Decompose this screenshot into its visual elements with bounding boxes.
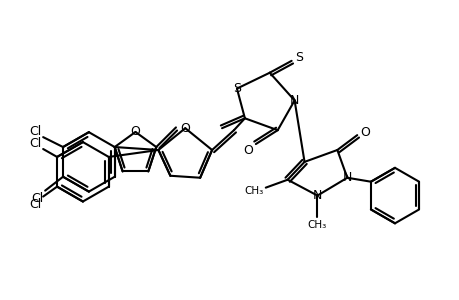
Text: N: N	[312, 189, 321, 202]
Text: O: O	[180, 122, 190, 135]
Text: CH₃: CH₃	[244, 186, 263, 196]
Text: N: N	[342, 171, 351, 184]
Text: Cl: Cl	[29, 125, 41, 138]
Text: O: O	[130, 125, 140, 139]
Text: Cl: Cl	[29, 136, 41, 150]
Text: CH₃: CH₃	[307, 220, 326, 230]
Text: O: O	[359, 126, 369, 139]
Text: Cl: Cl	[31, 192, 43, 205]
Text: S: S	[232, 82, 241, 95]
Text: O: O	[242, 143, 252, 157]
Text: Cl: Cl	[29, 198, 41, 211]
Text: S: S	[295, 51, 303, 64]
Text: N: N	[289, 94, 299, 107]
